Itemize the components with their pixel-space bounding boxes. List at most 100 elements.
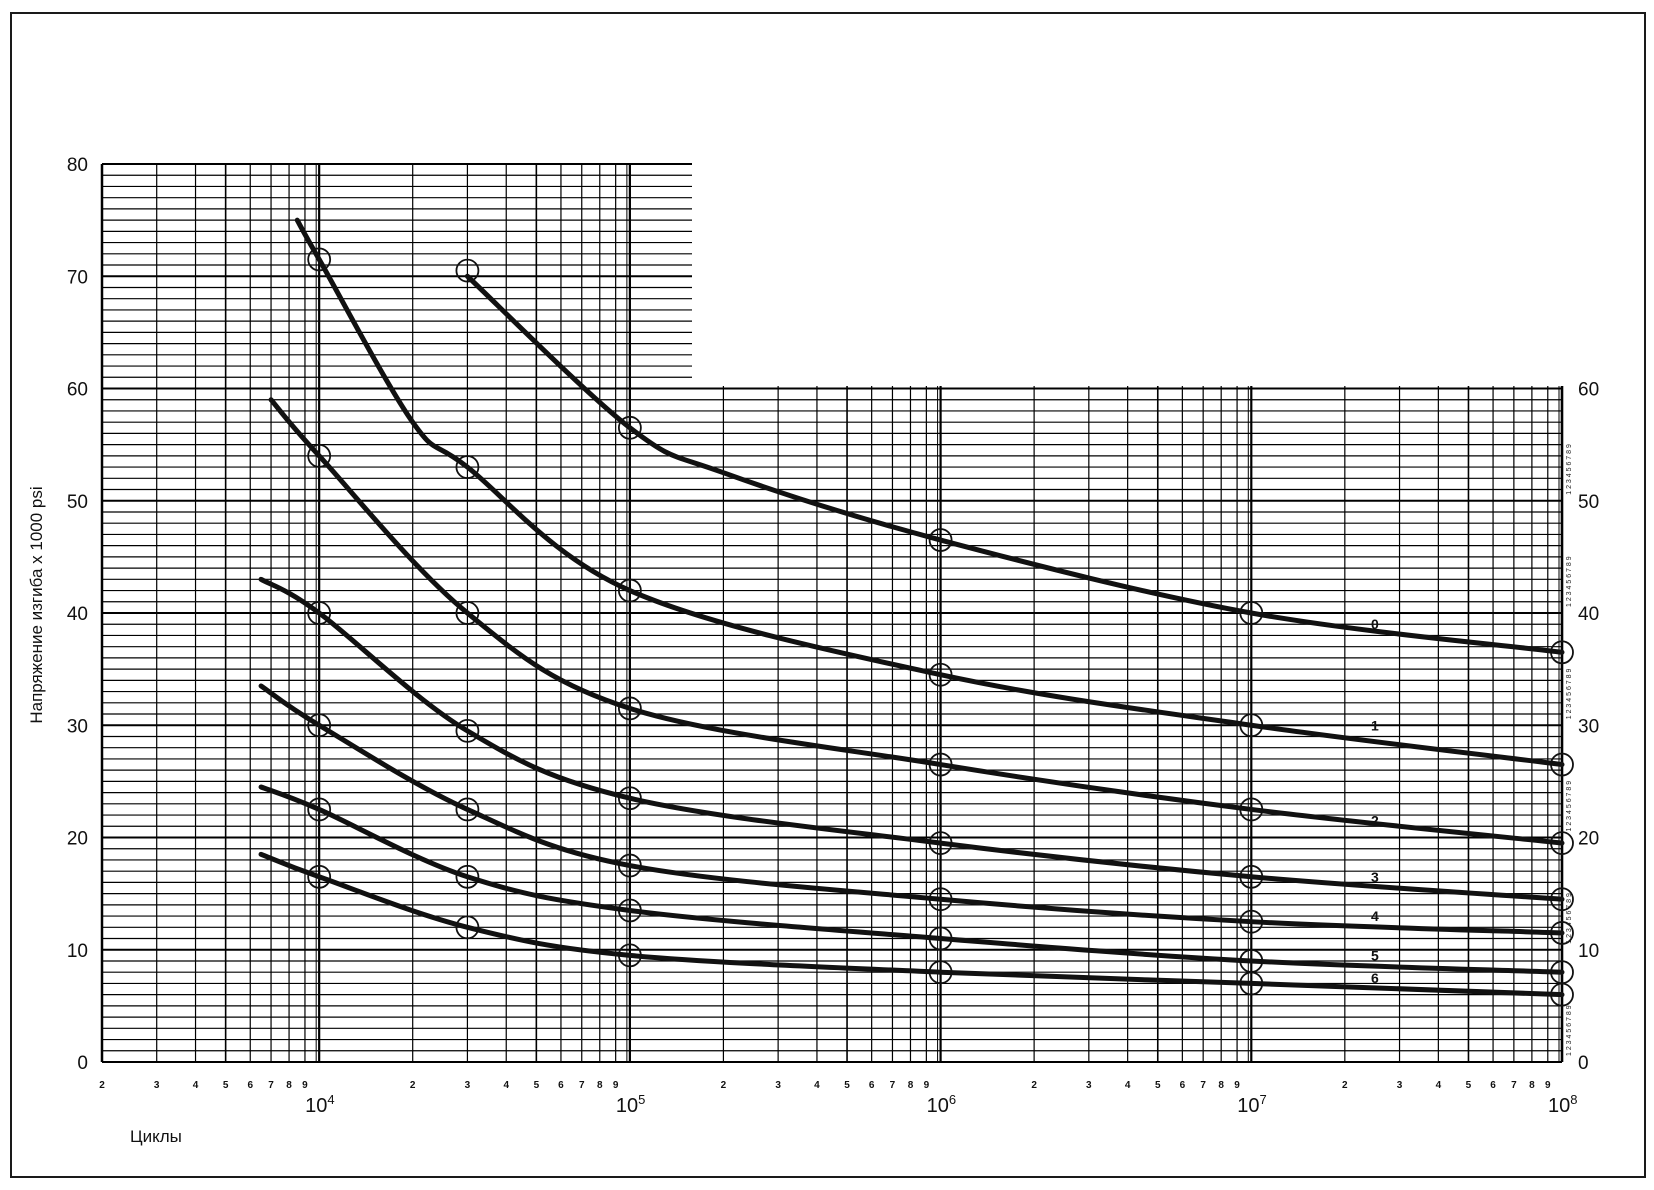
data-point-marker xyxy=(455,797,480,822)
y-tick-label-left: 50 xyxy=(67,492,88,513)
x-minor-tick-label: 2 xyxy=(99,1080,105,1091)
decade-exponent: 8 xyxy=(1570,1092,1577,1107)
x-minor-tick-label: 9 xyxy=(613,1080,619,1091)
series-line-6 xyxy=(258,851,1565,998)
x-minor-tick-label: 5 xyxy=(223,1080,229,1091)
data-point-marker xyxy=(617,415,642,440)
x-minor-tick-label: 9 xyxy=(924,1080,930,1091)
right-edge-scale-digits: 1 2 3 4 5 6 7 8 9 xyxy=(1566,444,1573,495)
chart-frame xyxy=(10,12,1646,1178)
y-tick-label-right: 10 xyxy=(1578,941,1599,962)
data-point-marker xyxy=(928,926,953,951)
x-decade-label: 105 xyxy=(616,1092,645,1117)
x-minor-tick-label: 5 xyxy=(844,1080,850,1091)
data-point-marker xyxy=(455,455,480,479)
data-point-marker xyxy=(1550,831,1574,856)
right-edge-scale-digits: 1 2 3 4 5 6 7 8 9 xyxy=(1566,781,1573,832)
data-point-marker xyxy=(928,831,953,856)
x-axis-title: Циклы xyxy=(130,1127,182,1146)
x-minor-tick-label: 2 xyxy=(1031,1080,1037,1091)
decade-base: 10 xyxy=(927,1095,949,1117)
series-line-2 xyxy=(268,397,1565,846)
x-minor-tick-label: 5 xyxy=(1466,1080,1472,1091)
data-point-marker xyxy=(455,915,480,940)
decade-base: 10 xyxy=(1548,1095,1570,1117)
data-point-marker xyxy=(455,864,480,889)
y-tick-label-left: 40 xyxy=(67,604,88,625)
y-tick-label-right: 40 xyxy=(1578,604,1599,625)
x-minor-tick-label: 7 xyxy=(890,1080,896,1091)
x-decade-label: 108 xyxy=(1548,1092,1577,1117)
x-decade-label: 104 xyxy=(305,1092,334,1117)
decade-base: 10 xyxy=(305,1095,327,1117)
y-tick-label-left: 20 xyxy=(67,829,88,850)
x-minor-tick-label: 3 xyxy=(1086,1080,1092,1091)
grid-layer xyxy=(100,163,1564,1063)
series-line-4 xyxy=(258,683,1565,936)
data-point-marker xyxy=(1550,921,1574,945)
x-minor-tick-label: 5 xyxy=(534,1080,540,1091)
data-point-marker xyxy=(1239,713,1264,738)
data-point-marker xyxy=(307,864,332,889)
curve-number-label: 0 xyxy=(1371,616,1379,632)
data-point-marker xyxy=(455,718,480,743)
marker-layer xyxy=(307,247,1574,1007)
y-tick-label-right: 30 xyxy=(1578,716,1599,737)
data-point-marker xyxy=(1239,797,1264,822)
x-minor-tick-label: 4 xyxy=(1436,1080,1442,1091)
x-decade-label: 106 xyxy=(927,1092,956,1117)
x-minor-tick-label: 8 xyxy=(597,1080,603,1091)
series-line-5 xyxy=(258,784,1565,975)
x-minor-tick-label: 3 xyxy=(154,1080,160,1091)
right-edge-scale-digits: 1 2 3 4 5 6 7 8 9 xyxy=(1566,556,1573,607)
x-minor-tick-label: 9 xyxy=(1234,1080,1240,1091)
x-minor-tick-label: 7 xyxy=(1511,1080,1517,1091)
x-minor-tick-label: 9 xyxy=(302,1080,308,1091)
x-minor-tick-label: 6 xyxy=(247,1080,253,1091)
data-point-marker xyxy=(617,696,642,721)
curve-number-label: 6 xyxy=(1371,970,1379,986)
x-minor-tick-label: 7 xyxy=(268,1080,274,1091)
x-minor-tick-label: 4 xyxy=(814,1080,820,1091)
data-point-marker xyxy=(1239,601,1264,625)
decade-exponent: 4 xyxy=(327,1092,334,1107)
data-point-marker xyxy=(1550,752,1574,777)
curve-layer xyxy=(258,217,1565,998)
data-point-marker xyxy=(1550,982,1574,1007)
data-point-marker xyxy=(928,887,953,912)
x-minor-tick-label: 3 xyxy=(465,1080,471,1091)
series-line-0 xyxy=(294,217,1565,768)
x-minor-tick-label: 4 xyxy=(193,1080,199,1091)
data-point-marker xyxy=(617,898,642,923)
right-edge-scale-digits: 1 2 3 4 5 6 7 8 9 xyxy=(1566,669,1573,720)
data-point-marker xyxy=(617,853,642,878)
right-edge-scale-digits: 1 2 3 4 5 6 7 8 9 xyxy=(1566,893,1573,944)
decade-exponent: 6 xyxy=(949,1092,956,1107)
y-tick-label-left: 80 xyxy=(67,155,88,176)
x-minor-tick-label: 4 xyxy=(1125,1080,1131,1091)
x-minor-tick-label: 3 xyxy=(775,1080,781,1091)
x-minor-tick-label: 6 xyxy=(869,1080,875,1091)
y-tick-label-left: 10 xyxy=(67,941,88,962)
x-minor-tick-label: 7 xyxy=(1200,1080,1206,1091)
x-minor-tick-label: 2 xyxy=(410,1080,416,1091)
y-axis-title: Напряжение изгиба x 1000 psi xyxy=(27,486,46,723)
data-point-marker xyxy=(307,247,332,272)
x-minor-tick-label: 8 xyxy=(1218,1080,1224,1091)
x-minor-tick-label: 2 xyxy=(721,1080,727,1091)
x-minor-tick-label: 4 xyxy=(503,1080,509,1091)
curve-number-label: 2 xyxy=(1371,813,1379,829)
x-minor-tick-label: 2 xyxy=(1342,1080,1348,1091)
data-point-marker xyxy=(617,578,642,603)
curve-number-label: 5 xyxy=(1371,947,1379,963)
y-tick-label-right: 0 xyxy=(1578,1053,1589,1074)
curve-number-label: 4 xyxy=(1371,908,1379,924)
data-point-marker xyxy=(307,443,332,468)
decade-exponent: 5 xyxy=(638,1092,645,1107)
y-tick-label-right: 50 xyxy=(1578,492,1599,513)
data-point-marker xyxy=(928,752,953,777)
data-point-marker xyxy=(928,662,953,687)
x-decade-label: 107 xyxy=(1237,1092,1266,1117)
